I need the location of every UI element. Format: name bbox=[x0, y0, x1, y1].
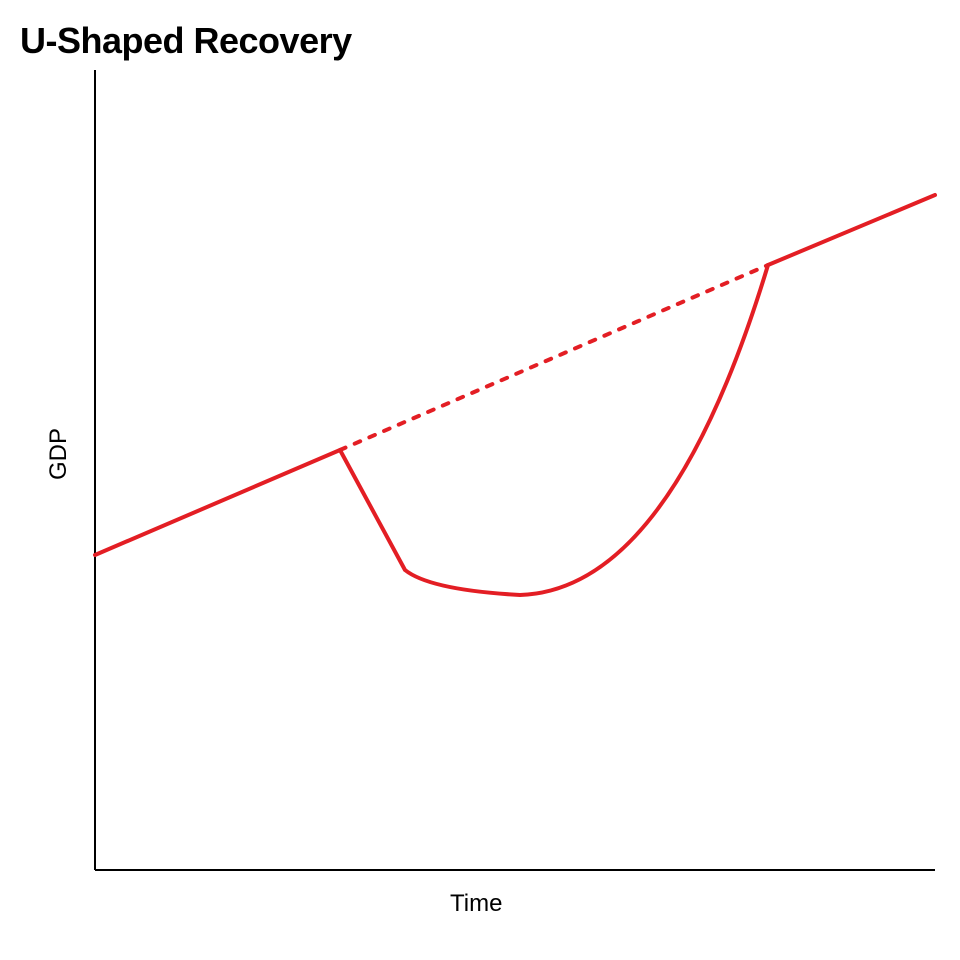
chart-svg bbox=[0, 0, 960, 960]
trend-line-dotted bbox=[340, 265, 768, 450]
x-axis-label: Time bbox=[450, 890, 502, 918]
trend-line-after bbox=[768, 195, 935, 265]
trend-line-before bbox=[95, 450, 340, 555]
y-axis-label: GDP bbox=[45, 428, 73, 480]
chart-container: U-Shaped Recovery GDP Time bbox=[0, 0, 960, 960]
u-curve bbox=[340, 265, 768, 595]
